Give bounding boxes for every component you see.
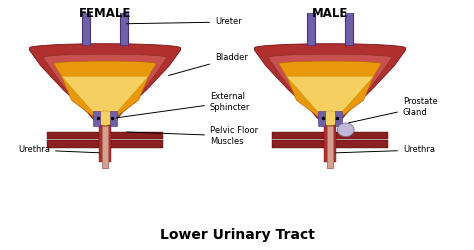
Text: MALE: MALE <box>312 7 348 20</box>
Polygon shape <box>327 126 333 168</box>
Polygon shape <box>345 13 353 45</box>
Text: Pelvic Floor
Muscles: Pelvic Floor Muscles <box>127 126 258 146</box>
Text: FEMALE: FEMALE <box>79 7 131 20</box>
Text: Lower Urinary Tract: Lower Urinary Tract <box>160 228 314 242</box>
Polygon shape <box>43 54 167 126</box>
Text: Prostate
Gland: Prostate Gland <box>348 97 438 123</box>
Polygon shape <box>279 61 382 122</box>
Polygon shape <box>29 44 181 127</box>
Polygon shape <box>324 126 336 162</box>
Polygon shape <box>111 140 163 148</box>
Polygon shape <box>272 132 324 139</box>
Polygon shape <box>99 126 111 162</box>
Polygon shape <box>111 132 163 139</box>
Polygon shape <box>102 126 108 168</box>
Polygon shape <box>102 126 108 168</box>
Ellipse shape <box>96 111 114 126</box>
Polygon shape <box>47 140 99 148</box>
Polygon shape <box>47 132 99 139</box>
Polygon shape <box>272 140 324 148</box>
Polygon shape <box>327 126 333 168</box>
Text: External
Sphincter: External Sphincter <box>116 92 250 118</box>
Polygon shape <box>54 61 156 122</box>
Polygon shape <box>319 111 325 126</box>
Polygon shape <box>61 76 149 120</box>
Polygon shape <box>335 111 342 126</box>
Text: Bladder: Bladder <box>169 54 248 76</box>
Ellipse shape <box>320 111 339 126</box>
Polygon shape <box>307 13 315 45</box>
Polygon shape <box>336 132 388 139</box>
Polygon shape <box>255 44 406 127</box>
Polygon shape <box>336 140 388 148</box>
Polygon shape <box>286 76 374 120</box>
Text: Urethra: Urethra <box>18 146 99 154</box>
Ellipse shape <box>337 123 354 136</box>
Polygon shape <box>110 111 117 126</box>
Polygon shape <box>93 111 100 126</box>
Polygon shape <box>268 54 392 126</box>
Text: Urethra: Urethra <box>336 146 435 154</box>
Polygon shape <box>120 13 128 45</box>
Text: Ureter: Ureter <box>127 18 242 26</box>
Polygon shape <box>82 13 91 45</box>
